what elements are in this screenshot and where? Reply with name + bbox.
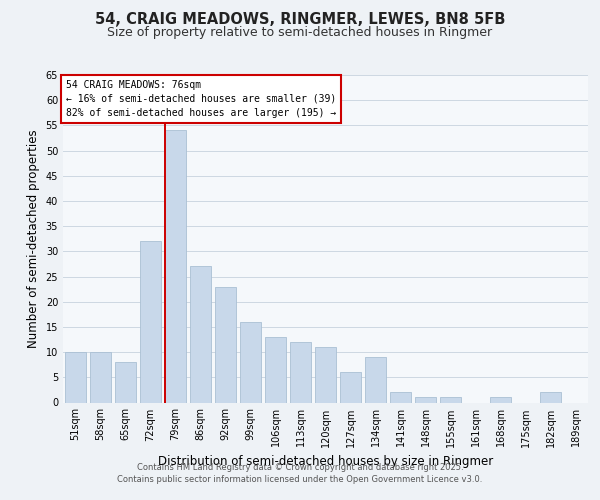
Bar [440,398,461,402]
Bar [65,352,86,403]
Bar [490,398,511,402]
Text: Contains public sector information licensed under the Open Government Licence v3: Contains public sector information licen… [118,475,482,484]
Bar [90,352,111,403]
Bar [240,322,261,402]
Bar [140,242,161,402]
Bar [115,362,136,403]
Bar [190,266,211,402]
Bar [165,130,186,402]
Bar [340,372,361,402]
Bar [390,392,411,402]
Bar [365,357,386,403]
Text: 54 CRAIG MEADOWS: 76sqm
← 16% of semi-detached houses are smaller (39)
82% of se: 54 CRAIG MEADOWS: 76sqm ← 16% of semi-de… [65,80,336,118]
Bar [315,347,336,403]
Text: Size of property relative to semi-detached houses in Ringmer: Size of property relative to semi-detach… [107,26,493,39]
Bar [265,337,286,402]
Bar [415,398,436,402]
Bar [215,286,236,403]
Y-axis label: Number of semi-detached properties: Number of semi-detached properties [27,130,40,348]
Bar [290,342,311,402]
X-axis label: Distribution of semi-detached houses by size in Ringmer: Distribution of semi-detached houses by … [158,455,493,468]
Bar [540,392,561,402]
Text: Contains HM Land Registry data © Crown copyright and database right 2025.: Contains HM Land Registry data © Crown c… [137,462,463,471]
Text: 54, CRAIG MEADOWS, RINGMER, LEWES, BN8 5FB: 54, CRAIG MEADOWS, RINGMER, LEWES, BN8 5… [95,12,505,28]
